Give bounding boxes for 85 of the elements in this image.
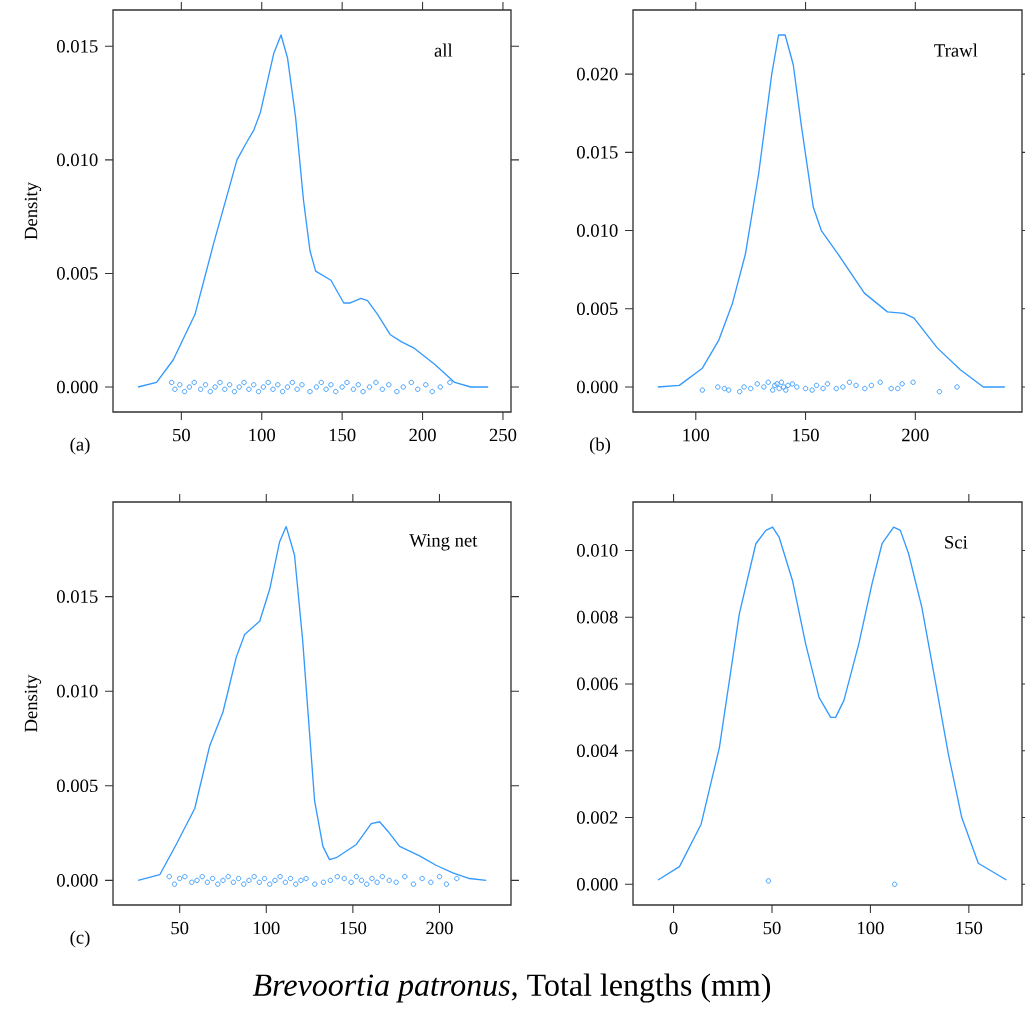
- y-tick-label: 0.020: [577, 67, 618, 81]
- y-tick-label: 0.005: [57, 267, 98, 280]
- x-tick-label: 100: [683, 428, 710, 442]
- point: [877, 379, 883, 385]
- x-tick-label: 50: [173, 428, 190, 442]
- y-tick-label: 0.005: [577, 302, 618, 316]
- x-tick-label: 250: [489, 428, 517, 442]
- x-tick-label: 200: [902, 428, 929, 442]
- y-tick-label: 0.000: [57, 380, 98, 394]
- y-tick-label: 0.010: [57, 153, 98, 167]
- x-tick-label: 100: [249, 428, 276, 442]
- line-series: [657, 34, 1006, 388]
- point: [715, 384, 721, 390]
- point: [748, 385, 754, 392]
- point: [868, 382, 875, 389]
- text: Trawl: [934, 43, 978, 57]
- text: (a): [70, 437, 90, 455]
- point: [726, 387, 732, 393]
- x-tick-label: 200: [426, 921, 453, 935]
- point: [721, 385, 727, 392]
- point: [789, 381, 796, 387]
- y-tick-label: 0.000: [577, 380, 618, 394]
- point: [809, 387, 815, 393]
- point: [737, 388, 743, 395]
- text: all: [434, 43, 453, 57]
- text: (c): [70, 930, 90, 948]
- text: Sci: [945, 536, 968, 549]
- point: [765, 379, 771, 385]
- point: [936, 388, 943, 395]
- x-tick-label: 50: [763, 921, 781, 935]
- y-tick-label: 0.008: [577, 610, 618, 624]
- point: [780, 384, 787, 390]
- point: [761, 384, 767, 390]
- point: [888, 385, 894, 392]
- point: [794, 384, 800, 390]
- point: [846, 379, 853, 385]
- line-series: [137, 525, 487, 882]
- line-series: [657, 526, 1008, 881]
- point: [699, 387, 706, 393]
- x-tick-label: 50: [171, 921, 189, 935]
- x-tick-label: 200: [409, 428, 436, 442]
- point: [785, 382, 791, 389]
- y-tick-label: 0.000: [57, 874, 98, 887]
- x-axis-title: Brevoortia patronus, Total lengths (mm): [252, 973, 771, 1003]
- y-tick-label: 0.004: [577, 744, 619, 758]
- x-tick-label: 150: [329, 428, 356, 442]
- x-tick-label: 0: [669, 921, 678, 935]
- point: [754, 381, 760, 387]
- point: [776, 385, 782, 392]
- y-tick-label: 0.015: [577, 146, 618, 159]
- point: [741, 384, 747, 390]
- y-tick-label: 0.002: [577, 811, 618, 824]
- point: [954, 384, 960, 390]
- x-tick-label: 100: [858, 921, 884, 935]
- x-tick-label: 100: [253, 921, 280, 935]
- point: [862, 385, 868, 392]
- text: (b): [589, 437, 611, 455]
- y-tick-label: 0.010: [57, 684, 98, 698]
- y-axis-title: Density: [24, 674, 42, 732]
- x-tick-label: 150: [793, 428, 819, 442]
- point: [840, 384, 846, 390]
- point: [769, 387, 776, 393]
- line-series: [137, 34, 489, 388]
- y-axis-title: Density: [24, 182, 42, 240]
- point: [824, 381, 831, 387]
- point: [783, 387, 789, 393]
- y-tick-label: 0.006: [577, 677, 618, 691]
- x-tick-label: 150: [956, 921, 983, 935]
- y-tick-label: 0.010: [577, 224, 618, 237]
- y-tick-label: 0.000: [577, 877, 618, 891]
- y-tick-label: 0.005: [57, 779, 98, 793]
- point: [853, 382, 859, 389]
- point: [910, 379, 916, 385]
- point: [778, 379, 785, 385]
- point: [833, 385, 839, 392]
- point: [820, 385, 826, 392]
- x-tick-label: 150: [340, 921, 367, 935]
- point: [802, 385, 809, 392]
- y-tick-label: 0.015: [57, 39, 98, 53]
- point: [813, 382, 820, 389]
- point: [899, 381, 905, 387]
- point: [895, 385, 901, 392]
- y-tick-label: 0.010: [577, 544, 618, 557]
- y-tick-label: 0.015: [57, 590, 98, 603]
- text: Wing net: [409, 534, 478, 551]
